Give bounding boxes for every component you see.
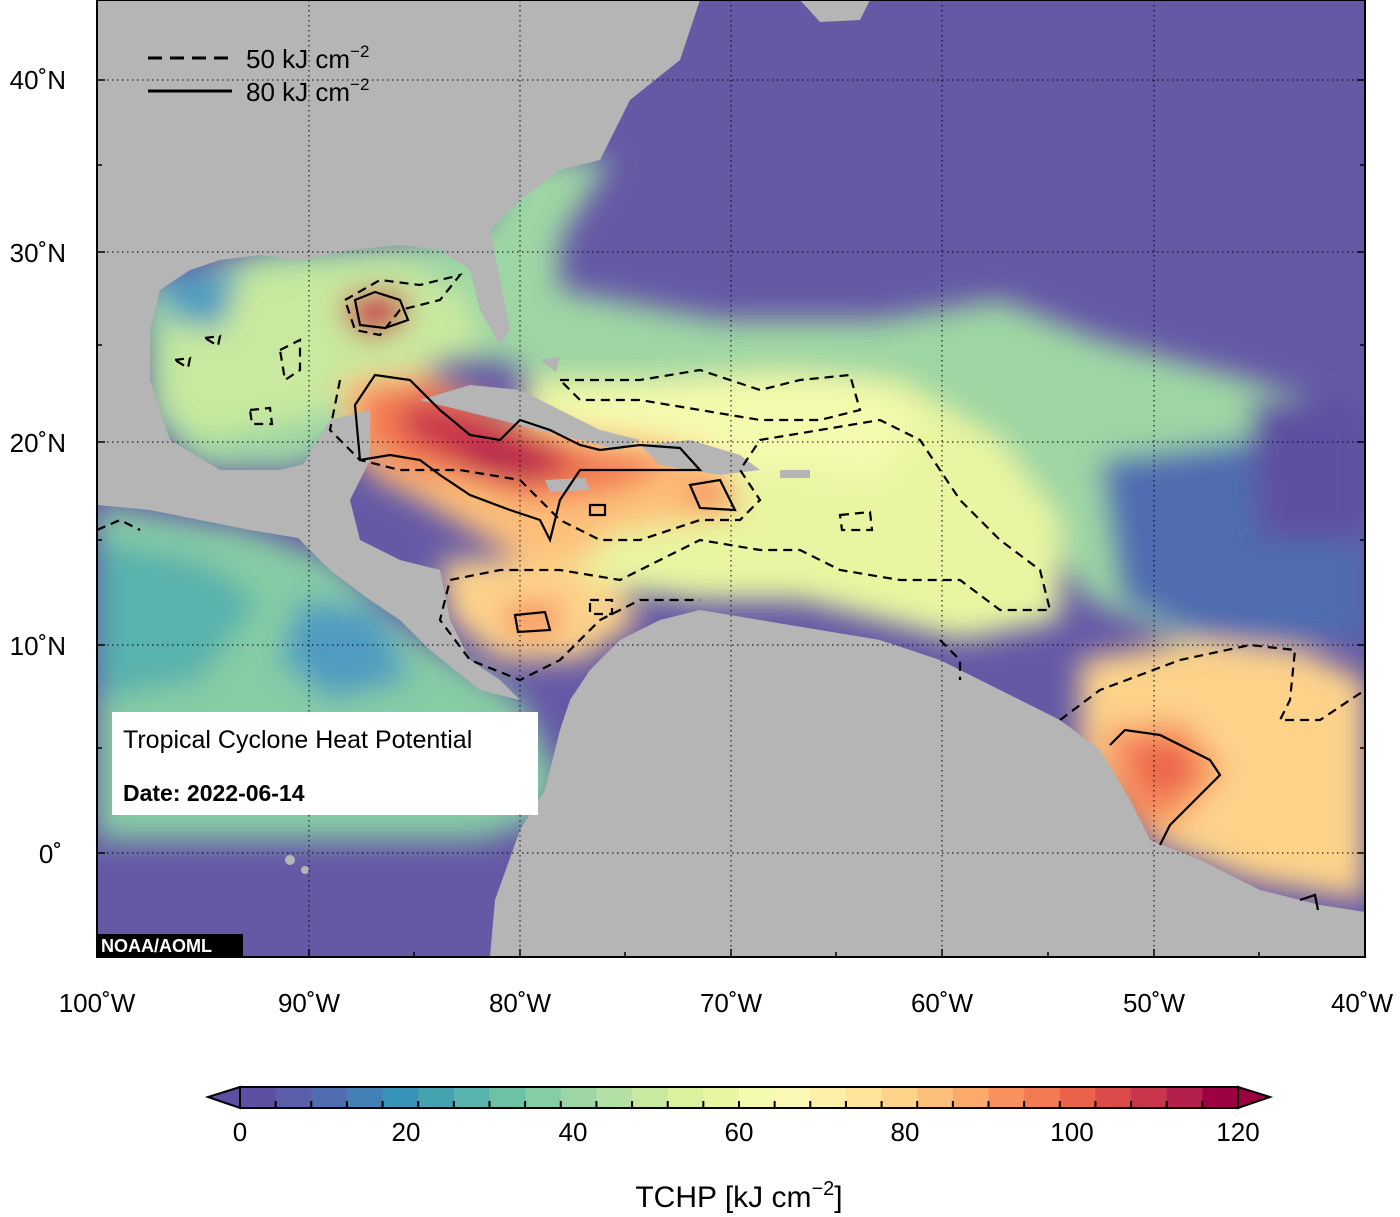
colorbar-cell xyxy=(382,1087,419,1108)
info-title: Tropical Cyclone Heat Potential xyxy=(123,726,472,754)
colorbar-cell xyxy=(489,1087,526,1108)
colorbar-label: TCHP [kJ cm−2] xyxy=(635,1178,842,1214)
colorbar-label-close: ] xyxy=(834,1181,842,1214)
land xyxy=(97,0,1365,957)
info-box-background xyxy=(112,712,538,815)
colorbar-max-arrow xyxy=(1237,1085,1274,1110)
colorbar-cell xyxy=(560,1087,598,1108)
lon-label: 80˚W xyxy=(489,988,552,1018)
colorbar-tick-label: 20 xyxy=(392,1117,421,1147)
colorbar-cell xyxy=(346,1087,384,1108)
lon-label: 100˚W xyxy=(59,988,136,1018)
colorbar-tick-labels: 0 20 40 60 80 100 120 xyxy=(233,1117,1260,1147)
colorbar-tick-label: 40 xyxy=(559,1117,588,1147)
lat-label: 10˚N xyxy=(10,631,66,661)
colorbar-tick-label: 80 xyxy=(891,1117,920,1147)
credit-text: NOAA/AOML xyxy=(101,936,212,956)
contour-50 xyxy=(97,273,1365,722)
colorbar-tick-label: 100 xyxy=(1050,1117,1093,1147)
colorbar-cell xyxy=(1095,1087,1132,1108)
lon-label: 60˚W xyxy=(911,988,974,1018)
colorbar-cell xyxy=(632,1087,669,1108)
colorbar-tick-label: 120 xyxy=(1216,1117,1259,1147)
colorbar-cell xyxy=(1131,1087,1168,1108)
colorbar-cell xyxy=(1166,1087,1203,1108)
info-box: Tropical Cyclone Heat Potential Date: 20… xyxy=(112,712,538,815)
colorbar-cells xyxy=(240,1087,1239,1108)
colorbar-label-exponent: −2 xyxy=(811,1178,834,1200)
contours xyxy=(97,273,1365,911)
axis-ticks xyxy=(97,79,1365,957)
colorbar-cell xyxy=(845,1087,883,1108)
colorbar-cell xyxy=(703,1087,740,1108)
legend-solid: 80 kJ cm−2 xyxy=(246,75,369,107)
contour-legend: 50 kJ cm−2 80 kJ cm−2 xyxy=(148,42,369,107)
colorbar-cell xyxy=(275,1087,312,1108)
lon-label: 70˚W xyxy=(700,988,763,1018)
contour-80 xyxy=(353,290,1320,911)
lon-label: 50˚W xyxy=(1123,988,1186,1018)
colorbar-tick-label: 60 xyxy=(725,1117,754,1147)
colorbar-ticks xyxy=(274,1101,1204,1108)
lon-label: 90˚W xyxy=(278,988,341,1018)
colorbar-cell xyxy=(1202,1087,1239,1108)
colorbar-cell xyxy=(952,1087,990,1108)
colorbar-cell xyxy=(596,1087,633,1108)
colorbar-cell xyxy=(810,1087,847,1108)
lon-label: 40˚W xyxy=(1331,988,1394,1018)
lat-label: 20˚N xyxy=(10,428,66,458)
lat-label: 40˚N xyxy=(10,65,66,95)
colorbar-cell xyxy=(418,1087,455,1108)
colorbar-cell xyxy=(988,1087,1025,1108)
credit-badge: NOAA/AOML xyxy=(97,934,243,957)
colorbar-cell xyxy=(1059,1087,1097,1108)
colorbar-cell xyxy=(453,1087,491,1108)
latitude-labels: 40˚N 30˚N 20˚N 10˚N 0˚ xyxy=(10,65,66,869)
legend-solid-label: 80 kJ cm xyxy=(246,77,350,107)
legend-solid-exponent: −2 xyxy=(350,75,369,94)
colorbar-cell xyxy=(917,1087,954,1108)
colorbar-cell xyxy=(311,1087,348,1108)
colorbar-label-text: TCHP [kJ cm xyxy=(635,1181,811,1214)
credit-background xyxy=(97,934,243,957)
longitude-labels: 100˚W 90˚W 80˚W 70˚W 60˚W 50˚W 40˚W xyxy=(59,988,1394,1018)
legend-dashed: 50 kJ cm−2 xyxy=(246,42,369,74)
colorbar: 0 20 40 60 80 100 120 TCHP [kJ cm−2] xyxy=(204,1085,1274,1214)
legend-dashed-exponent: −2 xyxy=(350,42,369,61)
colorbar-cell xyxy=(525,1087,562,1108)
colorbar-cell xyxy=(667,1087,704,1108)
colorbar-cell xyxy=(774,1087,811,1108)
colorbar-cell xyxy=(240,1087,277,1108)
colorbar-cell xyxy=(1024,1087,1061,1108)
colorbar-cell xyxy=(881,1087,918,1108)
legend-dashed-label: 50 kJ cm xyxy=(246,44,350,74)
info-date: Date: 2022-06-14 xyxy=(123,780,305,806)
lat-label: 0˚ xyxy=(39,839,62,869)
colorbar-tick-label: 0 xyxy=(233,1117,247,1147)
lat-label: 30˚N xyxy=(10,238,66,268)
colorbar-cell xyxy=(739,1087,776,1108)
graticule xyxy=(97,0,1365,957)
colorbar-min-arrow xyxy=(204,1085,241,1110)
